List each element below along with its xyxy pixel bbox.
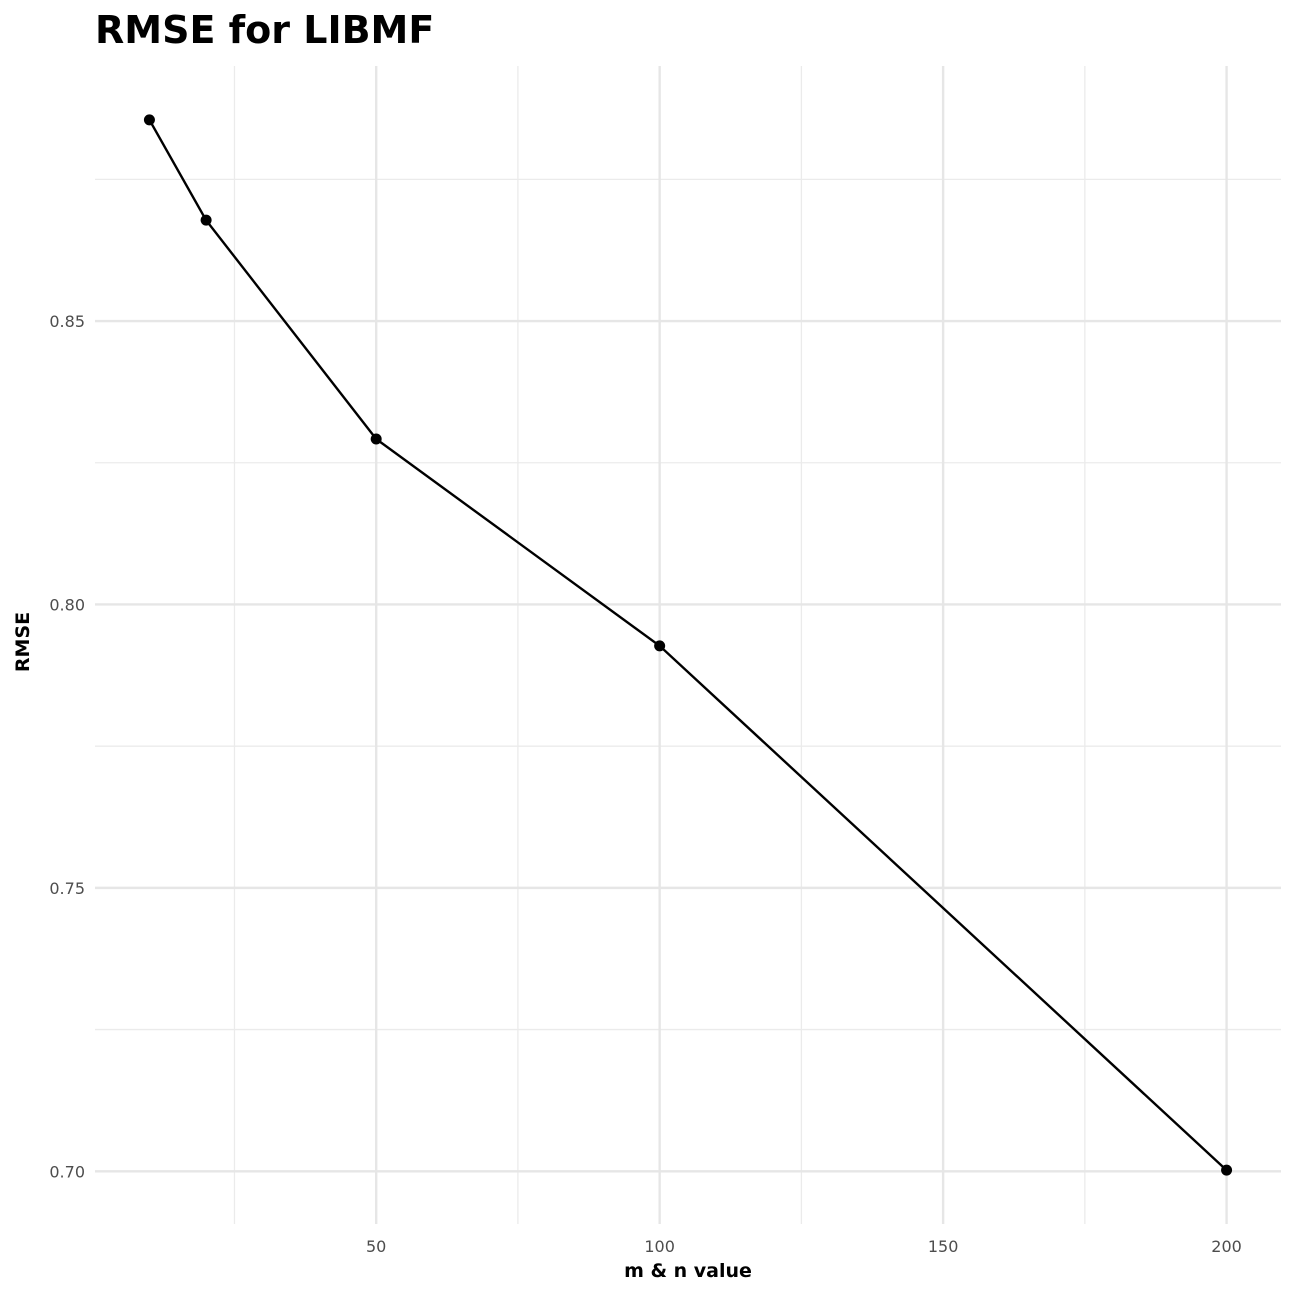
y-tick-label: 0.85 [49, 312, 85, 331]
data-point [143, 114, 155, 126]
data-point [1221, 1164, 1233, 1176]
x-tick-label: 50 [366, 1237, 386, 1256]
minor-gridlines [95, 66, 1281, 1224]
y-tick-label: 0.70 [49, 1162, 85, 1181]
x-axis-ticks: 50 100 150 200 [366, 1237, 1242, 1256]
y-axis-ticks: 0.70 0.75 0.80 0.85 [49, 312, 85, 1181]
series-line [148, 119, 1228, 1172]
series-layer [143, 114, 1233, 1176]
chart-title: RMSE for LIBMF [95, 8, 434, 52]
data-point [370, 433, 382, 445]
data-point [654, 640, 666, 652]
y-axis-title: RMSE [12, 612, 34, 672]
x-tick-label: 150 [928, 1237, 959, 1256]
x-tick-label: 100 [644, 1237, 675, 1256]
x-axis-title: m & n value [624, 1260, 752, 1282]
y-tick-label: 0.80 [49, 595, 85, 614]
y-tick-label: 0.75 [49, 879, 85, 898]
data-point [200, 214, 212, 226]
x-tick-label: 200 [1211, 1237, 1242, 1256]
major-gridlines [95, 66, 1281, 1224]
